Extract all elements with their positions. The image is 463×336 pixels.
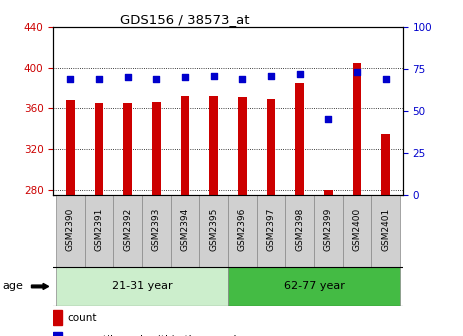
Point — [124, 75, 131, 80]
Text: GSM2393: GSM2393 — [152, 208, 161, 251]
Bar — [85, 195, 113, 267]
Point — [238, 76, 246, 82]
Bar — [353, 62, 361, 195]
Bar — [343, 195, 371, 267]
Bar — [228, 195, 257, 267]
Bar — [53, 332, 62, 336]
Bar — [152, 102, 161, 195]
Bar — [285, 195, 314, 267]
Bar — [295, 83, 304, 195]
Bar — [267, 99, 275, 195]
Text: GDS156 / 38573_at: GDS156 / 38573_at — [120, 13, 250, 27]
Bar — [53, 310, 62, 325]
Text: 21-31 year: 21-31 year — [112, 282, 172, 291]
Text: GSM2394: GSM2394 — [181, 208, 189, 251]
Bar — [371, 195, 400, 267]
Bar — [209, 96, 218, 195]
Bar — [95, 103, 103, 195]
Point — [67, 76, 74, 82]
Bar — [171, 195, 200, 267]
Text: GSM2399: GSM2399 — [324, 208, 333, 251]
Bar — [257, 195, 285, 267]
Bar — [181, 96, 189, 195]
Bar — [382, 134, 390, 195]
Text: GSM2395: GSM2395 — [209, 208, 218, 251]
Text: age: age — [2, 282, 23, 291]
Text: 62-77 year: 62-77 year — [283, 282, 344, 291]
Bar — [124, 103, 132, 195]
Bar — [314, 195, 343, 267]
Bar — [228, 267, 400, 306]
Point — [325, 117, 332, 122]
Text: percentile rank within the sample: percentile rank within the sample — [67, 335, 243, 336]
Point — [153, 76, 160, 82]
Bar — [238, 97, 247, 195]
Bar — [66, 100, 75, 195]
Bar — [113, 195, 142, 267]
Text: GSM2391: GSM2391 — [94, 208, 104, 251]
Point — [267, 73, 275, 78]
Bar — [324, 190, 332, 195]
Bar — [142, 195, 171, 267]
Point — [353, 70, 361, 75]
Point — [296, 71, 303, 77]
Text: GSM2390: GSM2390 — [66, 208, 75, 251]
Bar — [200, 195, 228, 267]
Text: GSM2397: GSM2397 — [267, 208, 275, 251]
Bar — [56, 267, 228, 306]
Text: GSM2396: GSM2396 — [238, 208, 247, 251]
Text: count: count — [67, 313, 97, 323]
Point — [95, 76, 103, 82]
Bar — [56, 195, 85, 267]
Point — [181, 75, 189, 80]
Text: GSM2392: GSM2392 — [123, 208, 132, 251]
Text: GSM2401: GSM2401 — [381, 208, 390, 251]
Point — [382, 76, 389, 82]
Point — [210, 73, 218, 78]
Text: GSM2398: GSM2398 — [295, 208, 304, 251]
Text: GSM2400: GSM2400 — [352, 208, 362, 251]
